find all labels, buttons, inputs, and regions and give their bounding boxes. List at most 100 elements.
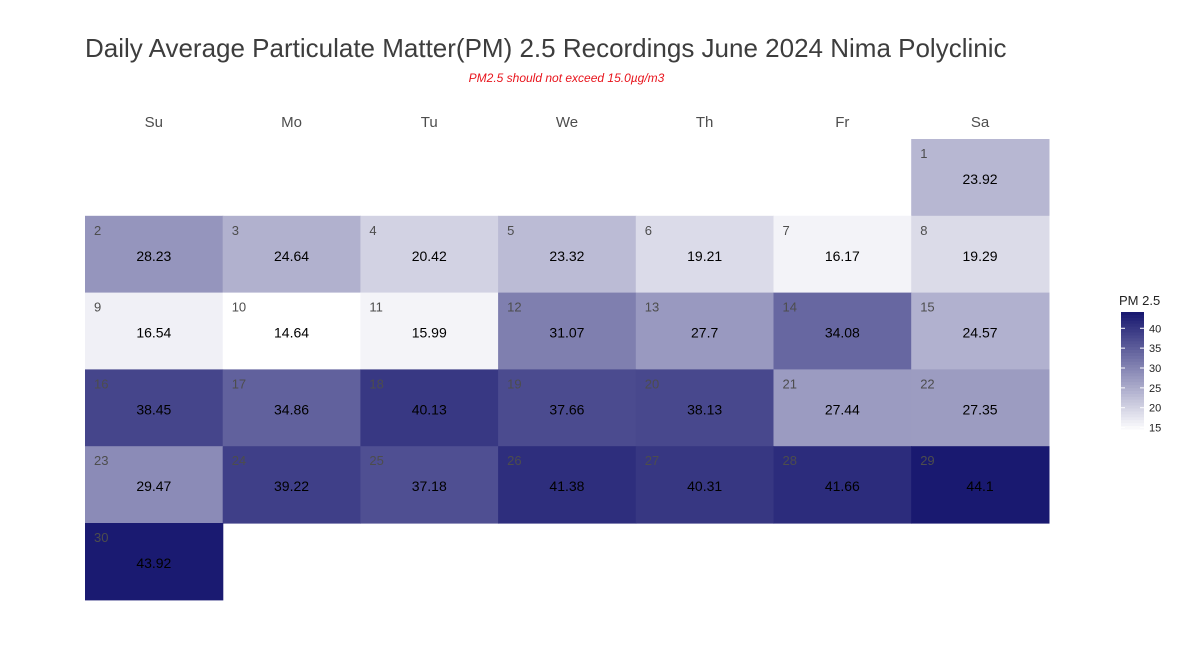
legend-gradient-step bbox=[1121, 355, 1144, 360]
day-cell bbox=[773, 215, 912, 294]
legend-gradient-step bbox=[1121, 390, 1144, 395]
day-value-label: 41.66 bbox=[825, 478, 860, 494]
legend-gradient-step bbox=[1121, 379, 1144, 383]
legend-gradient-step bbox=[1121, 376, 1144, 380]
legend-gradient-step bbox=[1121, 361, 1144, 366]
day-cell bbox=[635, 292, 775, 370]
day-cell bbox=[911, 139, 1050, 217]
day-value-label: 19.29 bbox=[963, 248, 998, 264]
day-number: 20 bbox=[645, 376, 659, 391]
day-number: 15 bbox=[920, 300, 934, 315]
legend-gradient-step bbox=[1121, 364, 1144, 369]
weekday-header: Th bbox=[696, 114, 714, 131]
legend-gradient-step bbox=[1121, 417, 1144, 421]
day-value-label: 38.13 bbox=[687, 401, 722, 417]
day-number: 30 bbox=[94, 530, 108, 545]
day-value-label: 19.21 bbox=[687, 248, 722, 264]
legend-gradient-step bbox=[1121, 370, 1144, 374]
day-number: 2 bbox=[94, 223, 101, 238]
legend-tick-label: 15 bbox=[1149, 423, 1161, 435]
day-number: 4 bbox=[369, 223, 376, 238]
day-value-label: 34.08 bbox=[825, 325, 860, 341]
chart-title: Daily Average Particulate Matter(PM) 2.5… bbox=[85, 33, 1007, 63]
day-cell bbox=[222, 215, 361, 294]
day-value-label: 37.18 bbox=[412, 478, 447, 494]
day-cell bbox=[222, 292, 361, 370]
weekday-header: Fr bbox=[835, 114, 849, 131]
day-number: 19 bbox=[507, 376, 521, 391]
chart-subtitle: PM2.5 should not exceed 15.0µg/m3 bbox=[468, 71, 665, 85]
day-value-label: 44.1 bbox=[966, 478, 993, 494]
day-value-label: 38.45 bbox=[136, 401, 171, 417]
day-cell bbox=[85, 292, 224, 370]
day-value-label: 43.92 bbox=[136, 555, 171, 571]
day-number: 10 bbox=[232, 300, 246, 315]
legend-tick-label: 30 bbox=[1149, 363, 1161, 375]
legend-gradient-step bbox=[1121, 358, 1144, 363]
legend-gradient-step bbox=[1121, 402, 1144, 407]
day-cell bbox=[360, 215, 499, 294]
legend-gradient-step bbox=[1121, 388, 1144, 392]
legend-gradient-step bbox=[1121, 367, 1144, 371]
day-cell bbox=[635, 215, 775, 294]
legend-gradient-step bbox=[1121, 426, 1144, 430]
day-cell bbox=[360, 292, 499, 370]
legend-gradient-step bbox=[1121, 399, 1144, 404]
day-value-label: 15.99 bbox=[412, 325, 447, 341]
day-number: 28 bbox=[783, 453, 797, 468]
day-cell bbox=[773, 446, 912, 524]
legend-gradient-step bbox=[1121, 423, 1144, 427]
day-number: 29 bbox=[920, 453, 934, 468]
weekday-header: Mo bbox=[281, 114, 302, 131]
legend-gradient-step bbox=[1121, 320, 1144, 325]
day-cell bbox=[635, 369, 775, 447]
legend-gradient-step bbox=[1121, 408, 1144, 412]
day-number: 27 bbox=[645, 453, 659, 468]
day-number: 8 bbox=[920, 223, 927, 238]
legend-gradient-step bbox=[1121, 317, 1144, 322]
day-value-label: 24.57 bbox=[963, 325, 998, 341]
day-cell bbox=[911, 215, 1050, 294]
legend-gradient-step bbox=[1121, 329, 1144, 333]
day-value-label: 28.23 bbox=[136, 248, 171, 264]
legend-gradient-step bbox=[1121, 385, 1144, 389]
day-value-label: 27.44 bbox=[825, 401, 860, 417]
legend-gradient-step bbox=[1121, 344, 1144, 348]
day-number: 11 bbox=[369, 300, 383, 315]
day-number: 7 bbox=[783, 223, 790, 238]
day-value-label: 23.32 bbox=[549, 248, 584, 264]
day-cell bbox=[222, 369, 361, 447]
day-value-label: 16.54 bbox=[136, 325, 171, 341]
legend-gradient-step bbox=[1121, 405, 1144, 410]
day-number: 6 bbox=[645, 223, 652, 238]
legend-gradient-step bbox=[1121, 352, 1144, 357]
weekday-header: Sa bbox=[971, 114, 990, 131]
day-number: 17 bbox=[232, 376, 246, 391]
legend-gradient-step bbox=[1121, 411, 1144, 415]
day-cell bbox=[498, 292, 637, 370]
day-cell bbox=[498, 369, 637, 447]
day-value-label: 29.47 bbox=[136, 478, 171, 494]
legend-tick-label: 25 bbox=[1149, 383, 1161, 395]
day-value-label: 24.64 bbox=[274, 248, 309, 264]
day-cell bbox=[911, 446, 1050, 524]
day-number: 5 bbox=[507, 223, 514, 238]
day-number: 22 bbox=[920, 376, 934, 391]
day-cell bbox=[85, 215, 224, 294]
legend-gradient-step bbox=[1121, 414, 1144, 418]
day-number: 9 bbox=[94, 300, 101, 315]
day-cell bbox=[360, 446, 499, 524]
day-number: 26 bbox=[507, 453, 521, 468]
day-cell bbox=[85, 523, 224, 601]
day-cell bbox=[498, 446, 637, 524]
weekday-header: Su bbox=[145, 114, 163, 131]
day-number: 1 bbox=[920, 146, 927, 161]
legend-gradient-step bbox=[1121, 312, 1144, 316]
day-value-label: 39.22 bbox=[274, 478, 309, 494]
day-number: 24 bbox=[232, 453, 246, 468]
day-value-label: 27.35 bbox=[963, 401, 998, 417]
day-value-label: 14.64 bbox=[274, 325, 309, 341]
legend-tick-label: 35 bbox=[1149, 343, 1161, 355]
day-value-label: 31.07 bbox=[549, 325, 584, 341]
